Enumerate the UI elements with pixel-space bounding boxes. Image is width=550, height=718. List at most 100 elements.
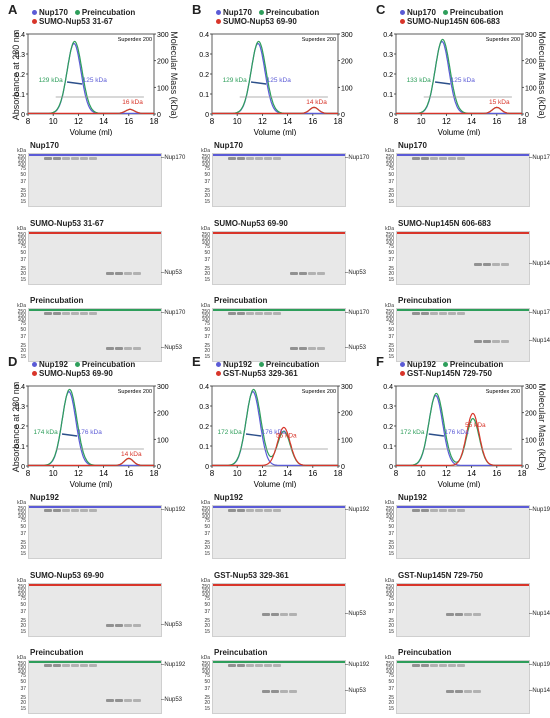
kda-marker: 50 [20, 327, 26, 333]
legend-item: Nup170 [32, 8, 68, 17]
protein-band [457, 509, 465, 512]
gel-title: Preincubation [398, 648, 452, 657]
kda-marker: 250 [201, 661, 210, 667]
band-label: –Nup192 [529, 662, 550, 668]
y-tick-label: 0.2 [199, 72, 209, 79]
kda-marker: 100 [201, 592, 210, 598]
protein-band [457, 312, 465, 315]
y-tick-label: 0.4 [383, 32, 393, 39]
kda-marker: 150 [201, 510, 210, 516]
protein-band [44, 664, 52, 667]
gel-image [28, 231, 162, 285]
mass-label: 174 kDa [34, 429, 59, 436]
x-tick-label: 10 [233, 117, 242, 126]
band-label: –Nup53 [161, 622, 183, 628]
kda-marker: 25 [204, 266, 210, 272]
panel-letter: A [8, 2, 18, 17]
protein-band [483, 263, 491, 266]
x-tick-label: 8 [26, 469, 31, 478]
protein-band [430, 312, 438, 315]
y-tick-label: 0.2 [383, 72, 393, 79]
kda-header: kDa [385, 148, 394, 154]
kda-marker: 75 [388, 166, 394, 172]
kda-marker: 20 [20, 271, 26, 277]
protein-band [53, 664, 61, 667]
kda-marker: 75 [20, 244, 26, 250]
gel-title: Nup192 [30, 493, 59, 502]
kda-marker: 75 [204, 166, 210, 172]
y-tick-label: 0 [205, 112, 209, 119]
gel-title: SUMO-Nup145N 606-683 [398, 219, 491, 228]
kda-marker: 15 [388, 354, 394, 360]
protein-band [457, 157, 465, 160]
protein-band [448, 664, 456, 667]
kda-marker: 100 [385, 592, 394, 598]
gel-title: SUMO-Nup53 69-90 [30, 571, 104, 580]
protein-band [246, 509, 254, 512]
legend-dot-icon [74, 362, 80, 368]
protein-band [448, 312, 456, 315]
kda-marker: 37 [388, 179, 394, 185]
y-tick-label: 0 [205, 464, 209, 471]
gel-color-bar [213, 309, 345, 311]
x-axis-label: Volume (ml) [254, 480, 297, 488]
y-tick-label: 0.4 [15, 384, 25, 391]
legend-item: SUMO-Nup53 69-90 [216, 17, 297, 26]
band-label: –Nup192 [161, 662, 186, 668]
legend-dot-icon [258, 10, 264, 16]
chart-legend: Nup192 Preincubation GST-Nup53 329-361 [216, 360, 326, 378]
kda-marker: 25 [204, 618, 210, 624]
y2-tick-label: 200 [341, 411, 353, 418]
kda-marker: 15 [20, 199, 26, 205]
x-axis-label: Volume (ml) [438, 480, 481, 488]
chromatogram: 8 10 12 14 16 1800.10.20.30.40100200300Volume… [15, 32, 169, 136]
protein-band [290, 347, 298, 350]
kda-marker: 20 [204, 271, 210, 277]
kda-header: kDa [385, 226, 394, 232]
y-tick-label: 0.3 [199, 404, 209, 411]
protein-band [237, 664, 245, 667]
gel-image [212, 583, 346, 637]
protein-band [421, 664, 429, 667]
chromatogram: 8 10 12 14 16 1800.10.20.30.40100200300Volume… [15, 384, 169, 488]
x-tick-label: 10 [49, 117, 58, 126]
panel-letter: B [192, 2, 202, 17]
kda-header: kDa [17, 500, 26, 506]
protein-band [71, 664, 79, 667]
protein-band [228, 509, 236, 512]
protein-band [133, 272, 141, 275]
x-tick-label: 12 [258, 117, 267, 126]
kda-marker: 37 [20, 531, 26, 537]
protein-band [106, 272, 114, 275]
gel-color-bar [397, 506, 529, 508]
x-tick-label: 12 [442, 469, 451, 478]
plot-frame [395, 385, 523, 467]
kda-marker: 20 [20, 193, 26, 199]
kda-marker: 20 [388, 545, 394, 551]
kda-marker: 15 [388, 199, 394, 205]
kda-marker: 37 [388, 257, 394, 263]
band-label: –Nup170 [161, 310, 186, 316]
x-tick-label: 8 [26, 117, 31, 126]
panel-f: F Nup192 Preincubation GST-Nup145N 729-750 M… [374, 354, 550, 714]
legend-label: Nup192 [39, 360, 68, 369]
panel-letter: C [376, 2, 386, 17]
protein-band [124, 699, 132, 702]
sds-page-gel: SUMO-Nup145N 606-683 kDa 250 150 100 75 50 37 25… [374, 219, 550, 289]
column-label: Superdex 200 [302, 37, 336, 43]
kda-marker: 75 [388, 518, 394, 524]
legend-label: Preincubation [449, 8, 504, 17]
kda-marker: 37 [204, 686, 210, 692]
kda-header: kDa [201, 500, 210, 506]
kda-marker: 75 [20, 166, 26, 172]
x-axis-label: Volume (ml) [254, 128, 297, 136]
gel-image [28, 308, 162, 362]
x-tick-label: 14 [283, 117, 292, 126]
kda-marker: 20 [20, 348, 26, 354]
chart-legend: Nup192 Preincubation SUMO-Nup53 69-90 [32, 360, 142, 378]
y-tick-label: 0.3 [15, 52, 25, 59]
kda-marker: 37 [20, 686, 26, 692]
protein-band [446, 690, 454, 693]
